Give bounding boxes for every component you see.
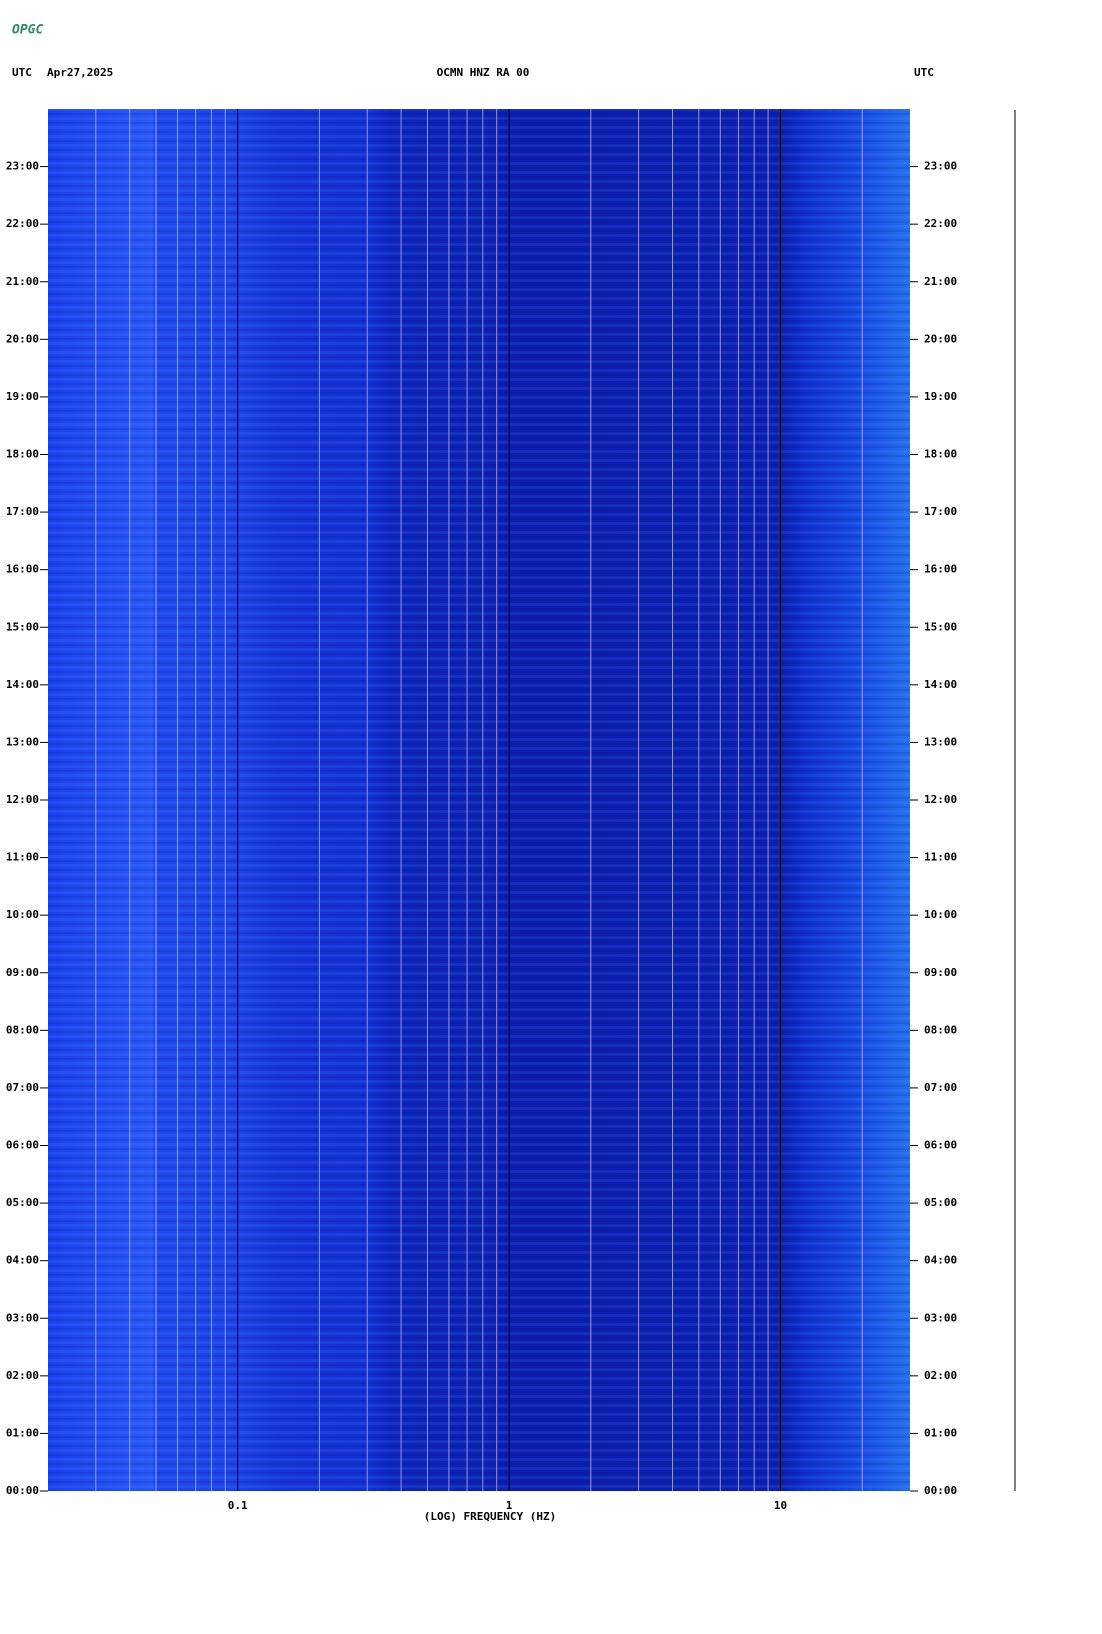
y-tick-label: 19:00 [6,390,39,403]
y-tick-label: 22:00 [6,217,39,230]
y-tick-label: 18:00 [6,448,39,461]
y-tick-label-right: 08:00 [924,1023,957,1036]
y-tick-label-right: 01:00 [924,1426,957,1439]
y-tick-label: 07:00 [6,1081,39,1094]
y-tick-label-right: 11:00 [924,851,957,864]
y-tick-label-right: 09:00 [924,966,957,979]
y-tick-label-right: 02:00 [924,1369,957,1382]
y-tick-label: 17:00 [6,505,39,518]
y-tick-label: 00:00 [6,1484,39,1497]
y-tick-label-right: 00:00 [924,1484,957,1497]
y-tick-label: 10:00 [6,908,39,921]
y-tick-label: 02:00 [6,1369,39,1382]
x-tick-label: 10 [774,1499,787,1512]
y-tick-label-right: 19:00 [924,390,957,403]
y-tick-label: 01:00 [6,1426,39,1439]
y-tick-label: 09:00 [6,966,39,979]
y-tick-label: 12:00 [6,793,39,806]
y-tick-label-right: 15:00 [924,620,957,633]
y-tick-label-right: 05:00 [924,1196,957,1209]
y-tick-label-right: 21:00 [924,275,957,288]
y-tick-label-right: 12:00 [924,793,957,806]
y-tick-label: 21:00 [6,275,39,288]
y-tick-label-right: 20:00 [924,332,957,345]
date: Apr27,2025 [47,66,113,79]
y-tick-label: 08:00 [6,1023,39,1036]
y-tick-label: 03:00 [6,1311,39,1324]
y-tick-label-right: 18:00 [924,448,957,461]
y-tick-label-right: 22:00 [924,217,957,230]
time-zone-right: UTC [914,66,934,79]
y-tick-label: 14:00 [6,678,39,691]
y-tick-label-right: 10:00 [924,908,957,921]
logo: OPGC [12,23,43,38]
y-tick-label: 20:00 [6,332,39,345]
y-tick-label: 23:00 [6,160,39,173]
y-tick-label-right: 06:00 [924,1139,957,1152]
time-zone-left: UTC [12,66,32,79]
x-tick-label: 0.1 [228,1499,248,1512]
y-tick-label: 15:00 [6,620,39,633]
y-tick-label-right: 17:00 [924,505,957,518]
y-tick-label-right: 13:00 [924,735,957,748]
spectrogram-texture [48,109,910,1491]
y-tick-label-right: 23:00 [924,160,957,173]
y-tick-label: 06:00 [6,1139,39,1152]
y-tick-label-right: 03:00 [924,1311,957,1324]
y-tick-label: 16:00 [6,563,39,576]
y-tick-label-right: 07:00 [924,1081,957,1094]
chart-title: OCMN HNZ RA 00 [437,66,530,79]
x-tick-label: 1 [506,1499,513,1512]
y-tick-label-right: 16:00 [924,563,957,576]
y-tick-label: 13:00 [6,735,39,748]
x-axis-label: (LOG) FREQUENCY (HZ) [424,1510,556,1523]
y-tick-label: 04:00 [6,1254,39,1267]
y-tick-label-right: 14:00 [924,678,957,691]
y-tick-label-right: 04:00 [924,1254,957,1267]
y-tick-label: 11:00 [6,851,39,864]
y-tick-label: 05:00 [6,1196,39,1209]
